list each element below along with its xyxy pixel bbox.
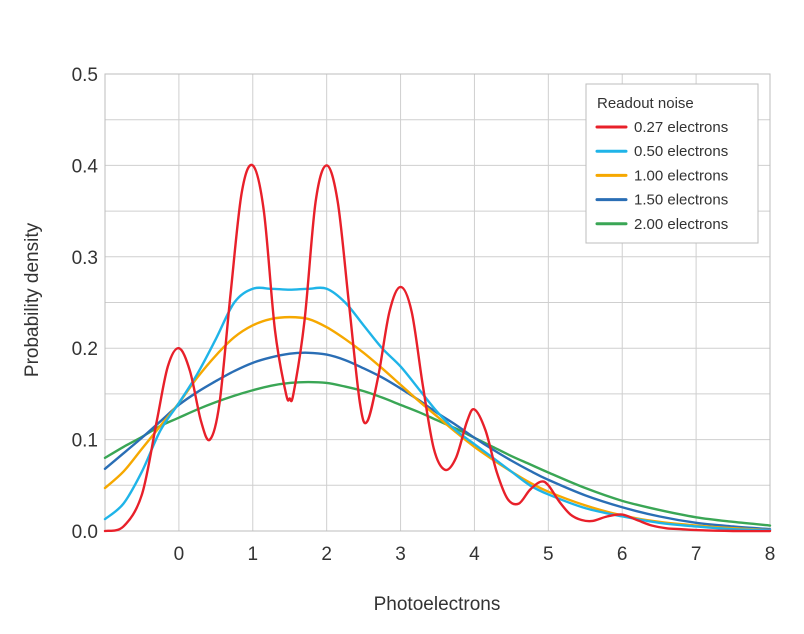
- x-axis-title: Photoelectrons: [374, 594, 501, 615]
- legend-label-1-00-electrons: 1.00 electrons: [634, 167, 728, 184]
- y-tick-label: 0.1: [72, 431, 98, 452]
- y-tick-label: 0.5: [72, 65, 98, 86]
- legend-label-2-00-electrons: 2.00 electrons: [634, 216, 728, 233]
- y-tick-label: 0.2: [72, 339, 98, 360]
- series-lines: [103, 163, 772, 533]
- y-tick-label: 0.3: [72, 248, 98, 269]
- x-tick-label: 3: [395, 544, 406, 565]
- legend-label-1-50-electrons: 1.50 electrons: [634, 192, 728, 209]
- series-line-1-50-electrons: [103, 351, 772, 531]
- y-axis-title: Probability density: [22, 222, 43, 377]
- x-tick-label: 0: [174, 544, 185, 565]
- x-tick-label: 7: [691, 544, 702, 565]
- legend-title: Readout noise: [597, 95, 694, 112]
- x-tick-label: 5: [543, 544, 554, 565]
- x-tick-label: 8: [765, 544, 776, 565]
- legend: Readout noise 0.27 electrons 0.50 electro…: [585, 83, 759, 244]
- series-line-1-00-electrons: [103, 315, 772, 532]
- x-tick-label: 2: [321, 544, 332, 565]
- x-tick-label: 1: [247, 544, 258, 565]
- series-line-0-27-electrons: [103, 163, 772, 533]
- y-tick-label: 0.0: [72, 522, 98, 543]
- legend-label-0-50-electrons: 0.50 electrons: [634, 143, 728, 160]
- y-tick-label: 0.4: [72, 156, 99, 177]
- plot-frame: [104, 73, 771, 532]
- x-tick-label: 4: [469, 544, 480, 565]
- legend-box: [585, 83, 759, 244]
- axes: 0 1 2 3 4 5 6 7 8 0.0 0.1 0.2 0.3 0.4 0.5: [72, 65, 776, 565]
- x-tick-label: 6: [617, 544, 628, 565]
- legend-label-0-27-electrons: 0.27 electrons: [634, 119, 728, 136]
